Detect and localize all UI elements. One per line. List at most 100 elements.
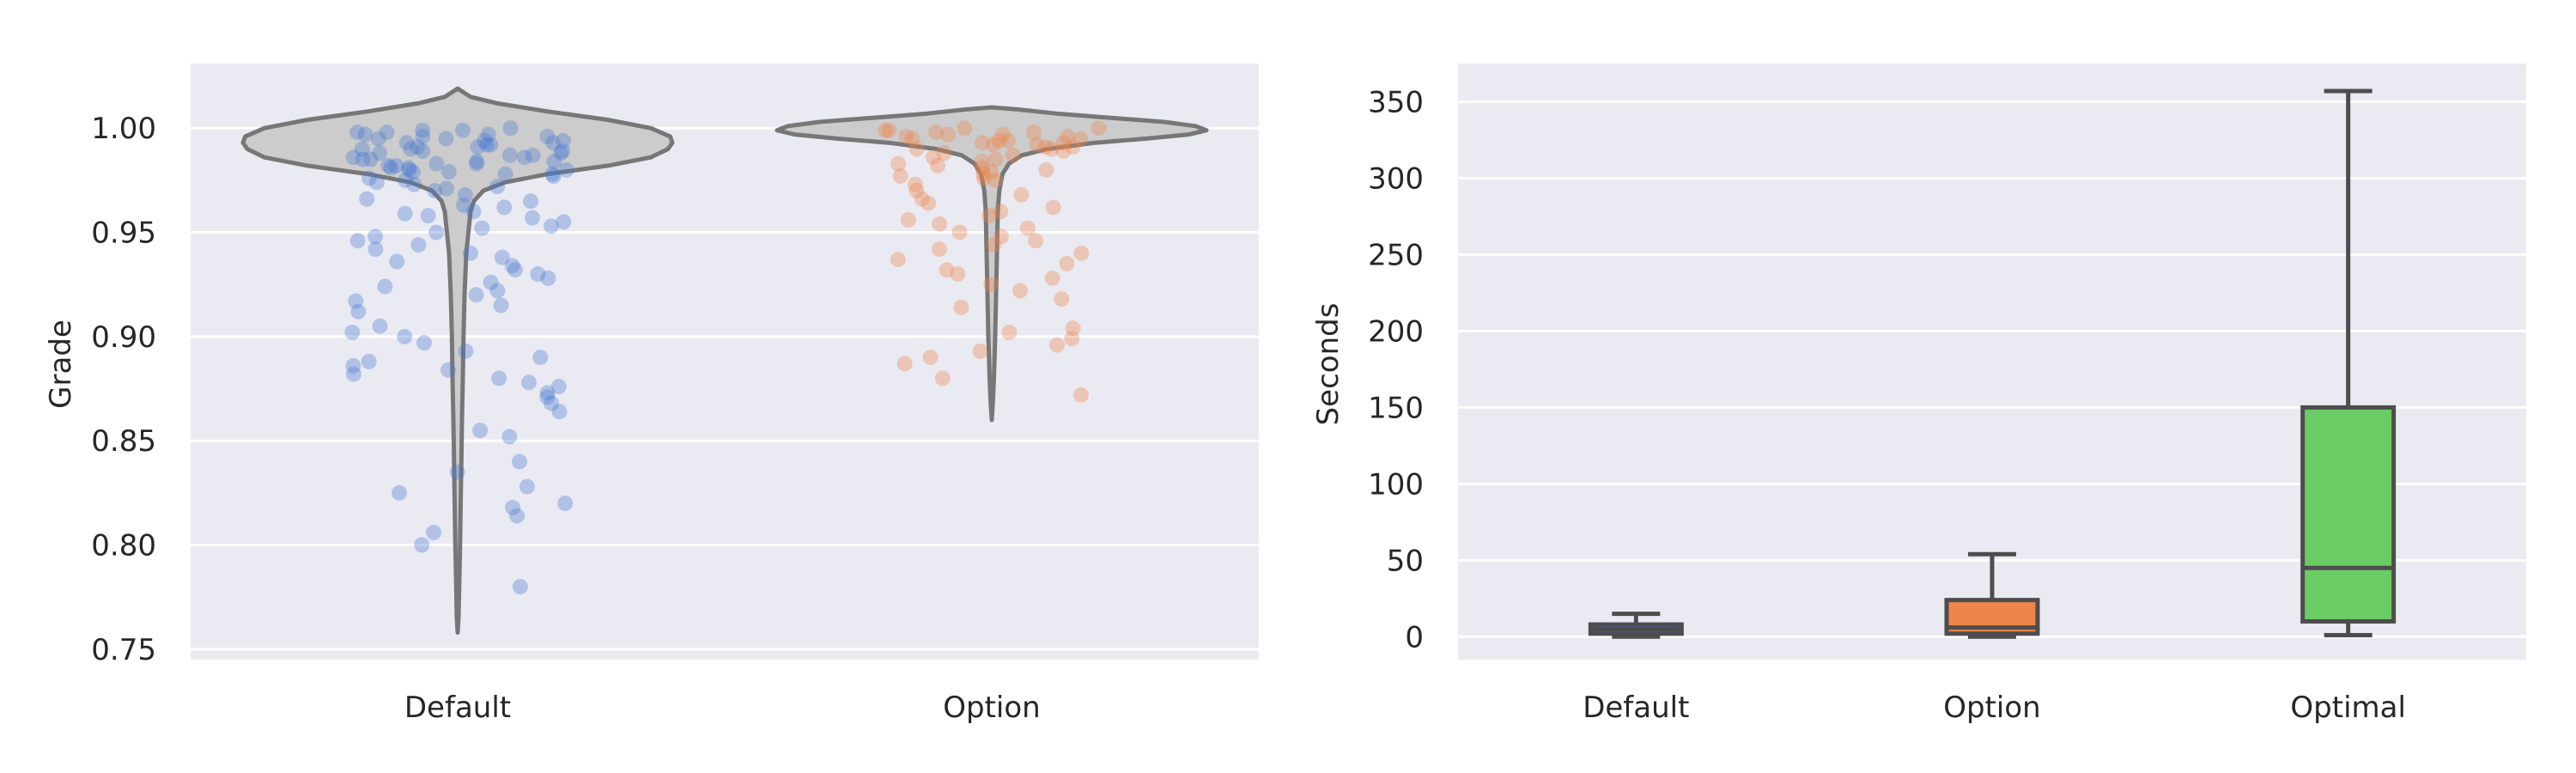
data-point: [368, 241, 384, 257]
data-point: [914, 191, 930, 207]
data-point: [428, 224, 445, 240]
data-point: [392, 484, 407, 501]
data-point: [414, 537, 430, 553]
data-point: [1012, 283, 1028, 299]
y-tick-label: 0.75: [91, 633, 156, 667]
data-point: [900, 212, 916, 228]
data-point: [472, 423, 489, 439]
data-point: [1064, 331, 1080, 347]
data-point: [380, 157, 397, 173]
data-point: [994, 126, 1011, 143]
data-point: [972, 343, 988, 359]
data-point: [930, 157, 946, 173]
data-point: [349, 233, 366, 249]
data-point: [920, 195, 937, 211]
data-point: [553, 145, 568, 161]
data-point: [397, 328, 413, 344]
data-point: [975, 166, 992, 182]
data-point: [878, 122, 894, 138]
data-point: [551, 404, 568, 420]
data-point: [426, 525, 441, 540]
data-point: [550, 379, 567, 395]
data-point: [372, 145, 388, 161]
y-tick-label: 350: [1368, 85, 1424, 119]
data-point: [993, 204, 1009, 220]
data-point: [480, 126, 496, 143]
data-point: [1025, 125, 1042, 141]
data-point: [345, 366, 361, 382]
data-point: [457, 186, 473, 203]
data-point: [359, 191, 375, 207]
data-point: [507, 262, 523, 278]
data-point: [354, 141, 370, 157]
box-default: [1588, 612, 1684, 639]
y-tick-label: 250: [1368, 238, 1424, 272]
data-point: [403, 141, 419, 157]
data-point: [398, 135, 415, 151]
data-point: [544, 395, 560, 411]
data-point: [523, 193, 538, 210]
data-point: [501, 147, 518, 163]
data-point: [1013, 186, 1030, 203]
data-point: [896, 356, 913, 372]
data-point: [975, 135, 990, 151]
data-point: [932, 216, 948, 232]
data-point: [922, 350, 939, 366]
data-point: [361, 170, 377, 186]
data-point: [416, 335, 432, 351]
data-point: [345, 357, 361, 374]
y-tick-label: 0.90: [91, 320, 156, 355]
data-point: [516, 149, 532, 166]
data-point: [539, 385, 556, 401]
data-point: [468, 287, 484, 303]
y-tick-label: 0.95: [91, 216, 156, 251]
data-point: [349, 125, 366, 141]
x-tick-labels: Default Option Optimal: [1583, 691, 2406, 725]
data-point: [398, 172, 414, 188]
violin-option: [775, 105, 1209, 423]
data-point: [983, 277, 999, 293]
data-point: [545, 168, 562, 184]
data-point: [890, 155, 906, 172]
data-point: [440, 164, 457, 180]
data-point: [350, 303, 367, 320]
data-point: [455, 122, 471, 138]
data-point: [512, 453, 527, 470]
data-point: [974, 154, 989, 169]
data-point: [512, 579, 528, 595]
data-point: [904, 131, 920, 147]
x-tick-label: Default: [404, 691, 511, 725]
data-point: [504, 258, 520, 274]
data-point: [1065, 139, 1081, 155]
data-point: [525, 147, 541, 163]
data-point: [489, 283, 506, 299]
data-point: [898, 128, 914, 144]
data-point: [1055, 135, 1072, 151]
data-point: [907, 176, 923, 192]
data-point: [957, 120, 973, 137]
x-tick-label: Option: [1943, 691, 2040, 725]
data-point: [477, 132, 493, 149]
y-tick-label: 300: [1368, 161, 1424, 196]
data-point: [501, 429, 518, 445]
box-option: [1944, 551, 2040, 639]
data-point: [355, 151, 371, 167]
data-point: [975, 170, 992, 186]
data-point: [1060, 128, 1076, 144]
data-point: [410, 237, 427, 253]
data-point: [1001, 325, 1018, 340]
data-point: [449, 464, 465, 480]
data-point: [539, 128, 556, 144]
data-point: [483, 274, 499, 290]
data-point: [428, 155, 445, 172]
y-tick-label: 200: [1368, 314, 1424, 349]
y-tick-label: 0.85: [91, 424, 156, 459]
data-point: [545, 135, 562, 151]
data-point: [401, 161, 417, 178]
data-point: [362, 151, 379, 167]
data-point: [483, 137, 499, 153]
x-tick-label: Default: [1583, 691, 1689, 725]
x-tick-labels: Default Option: [404, 691, 1041, 725]
data-point: [494, 249, 510, 265]
